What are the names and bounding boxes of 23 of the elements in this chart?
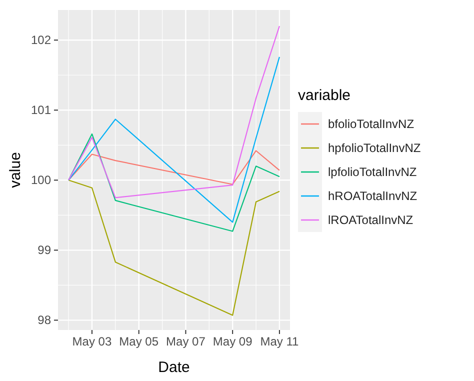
- legend-label: hROATotalInvNZ: [328, 189, 418, 203]
- legend-title: variable: [298, 87, 351, 104]
- x-tick-label: May 07: [166, 334, 206, 349]
- y-tick-label: 99: [38, 243, 52, 258]
- line-series: [68, 150, 280, 185]
- y-tick-label: 98: [38, 313, 52, 328]
- legend-label: bfolioTotalInvNZ: [328, 117, 414, 131]
- legend-label: lpfolioTotalInvNZ: [328, 165, 417, 179]
- x-tick-label: May 03: [72, 334, 112, 349]
- y-tick-label: 102: [30, 32, 52, 47]
- legend-label: hpfolioTotalInvNZ: [328, 141, 421, 155]
- y-tick-label: 100: [30, 172, 52, 187]
- line-series: [68, 180, 280, 316]
- line-series: [68, 133, 280, 232]
- y-tick-label: 101: [30, 102, 52, 117]
- x-tick-label: May 11: [260, 334, 300, 349]
- x-tick-label: May 09: [212, 334, 253, 349]
- x-axis-title: Date: [158, 359, 190, 376]
- line-series: [68, 26, 280, 198]
- line-series: [68, 56, 280, 223]
- y-axis-title: value: [7, 152, 24, 188]
- legend-label: lROATotalInvNZ: [328, 213, 414, 227]
- x-tick-label: May 05: [119, 334, 159, 349]
